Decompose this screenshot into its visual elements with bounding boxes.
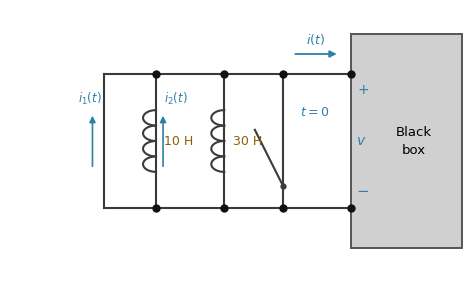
Text: Black
box: Black box	[396, 125, 432, 157]
Text: $v$: $v$	[356, 134, 367, 148]
Text: 10 H: 10 H	[164, 135, 194, 147]
Text: $i(t)$: $i(t)$	[306, 32, 326, 47]
Text: +: +	[357, 83, 369, 98]
Text: $t=0$: $t=0$	[300, 106, 329, 120]
Text: −: −	[357, 184, 370, 199]
FancyBboxPatch shape	[351, 34, 462, 248]
Text: $i_2(t)$: $i_2(t)$	[164, 91, 188, 107]
Text: $i_1(t)$: $i_1(t)$	[78, 91, 102, 107]
Text: 30 H: 30 H	[233, 135, 262, 147]
